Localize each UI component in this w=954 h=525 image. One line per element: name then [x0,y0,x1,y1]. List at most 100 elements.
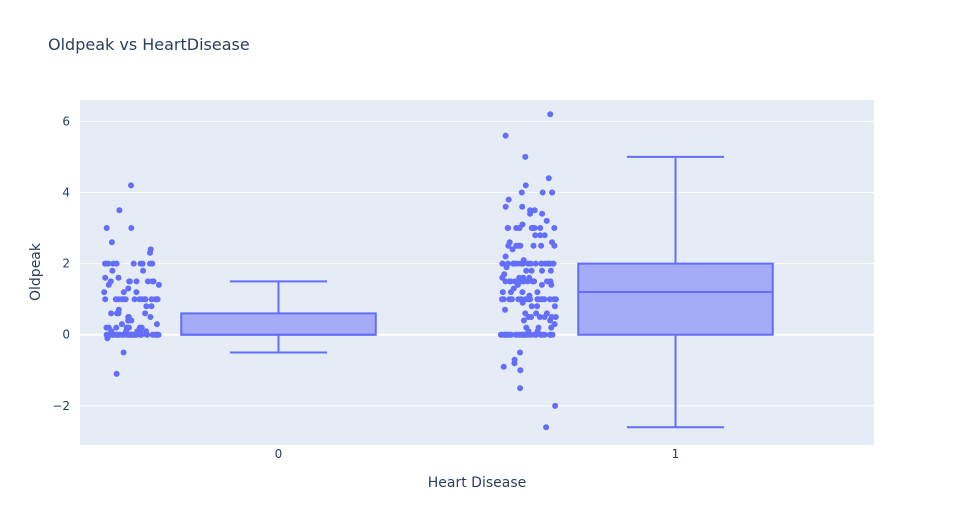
data-point [545,175,552,182]
data-point [136,324,143,331]
data-point [523,267,530,274]
data-point [549,239,555,246]
data-point [522,310,529,317]
data-point [527,207,534,214]
x-tick-label: 1 [672,447,680,461]
data-point [551,303,558,310]
data-point [155,281,162,288]
data-point [141,296,148,303]
data-point [113,331,120,338]
data-point [147,246,154,253]
data-point [120,349,127,356]
data-point [150,331,156,338]
data-point [520,257,527,264]
data-point [511,360,518,367]
data-point [539,210,546,217]
iqr-box [577,262,774,336]
data-point [101,289,108,296]
data-point [548,314,555,320]
data-point [515,242,522,249]
data-point [102,296,109,303]
y-tick-labels: −2 0 2 4 6 [52,114,70,413]
data-point [102,260,108,267]
chart-title: Oldpeak vs HeartDisease [48,35,250,54]
data-point [515,296,522,303]
data-point [133,278,140,285]
data-point [154,296,160,303]
iqr-box [180,312,377,336]
data-point [148,296,155,303]
data-point [143,328,149,335]
data-point [522,153,529,160]
data-point [502,253,509,260]
data-point [530,242,537,249]
box-0 [180,280,377,354]
x-tick-label: 0 [275,447,283,461]
data-point [534,303,541,310]
data-point [131,296,138,303]
data-point [529,225,536,231]
x-axis-label: Heart Disease [428,475,526,491]
data-point [120,289,127,296]
data-point [140,267,147,274]
data-point [508,296,515,303]
data-point [103,324,110,331]
box-1 [577,155,774,429]
data-point [522,182,529,189]
data-point [126,278,133,285]
data-point [147,314,154,320]
data-point [108,310,115,317]
data-point [115,274,122,281]
data-point [547,267,554,274]
data-point [532,260,539,267]
data-point [116,207,123,214]
data-point [122,296,129,303]
y-tick-label: 6 [62,114,70,128]
data-point [506,278,513,285]
data-point [533,310,540,317]
data-point [511,278,518,285]
data-point [552,402,559,409]
data-point [102,274,109,281]
data-point [125,314,132,320]
data-point [127,331,133,338]
data-point [504,331,511,338]
data-point [123,324,130,331]
data-point [534,289,541,296]
y-tick-label: −2 [52,399,70,413]
data-point [104,335,111,342]
data-point [502,203,509,210]
data-point [137,260,144,267]
data-point [113,324,120,331]
data-point [536,314,543,320]
data-point [551,225,558,231]
data-point [528,267,535,274]
data-point [109,267,116,274]
data-point [516,274,523,281]
data-point [539,189,546,196]
data-point [547,278,554,285]
data-point [103,225,110,231]
data-point [118,321,125,328]
data-point [543,310,550,317]
data-point [531,207,538,214]
data-point [110,260,117,267]
data-point [526,274,533,281]
data-point [115,306,122,313]
data-point [143,303,150,310]
data-point [519,221,526,228]
data-point [519,203,526,210]
data-point [142,310,149,317]
data-point [510,285,517,292]
data-point [528,303,535,310]
data-point [506,239,513,246]
data-point [113,370,120,377]
data-point [517,385,524,392]
y-tick-label: 4 [62,185,70,199]
data-point [521,331,528,338]
data-point [546,296,553,303]
data-point [528,314,535,320]
y-tick-label: 2 [62,257,70,271]
data-point [115,296,122,303]
